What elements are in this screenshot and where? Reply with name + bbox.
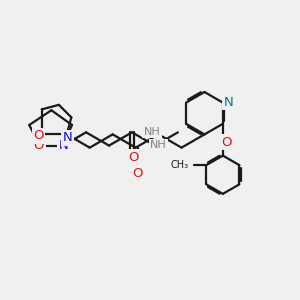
Text: O: O: [221, 136, 232, 149]
Text: O: O: [34, 140, 44, 152]
Text: NH: NH: [144, 127, 160, 137]
Text: N: N: [58, 140, 68, 152]
Text: O: O: [132, 167, 142, 180]
Text: NH: NH: [150, 140, 167, 150]
Text: N: N: [62, 131, 72, 144]
Text: O: O: [128, 151, 139, 164]
Text: O: O: [33, 129, 44, 142]
Text: N: N: [223, 95, 233, 109]
Text: CH₃: CH₃: [170, 160, 189, 170]
